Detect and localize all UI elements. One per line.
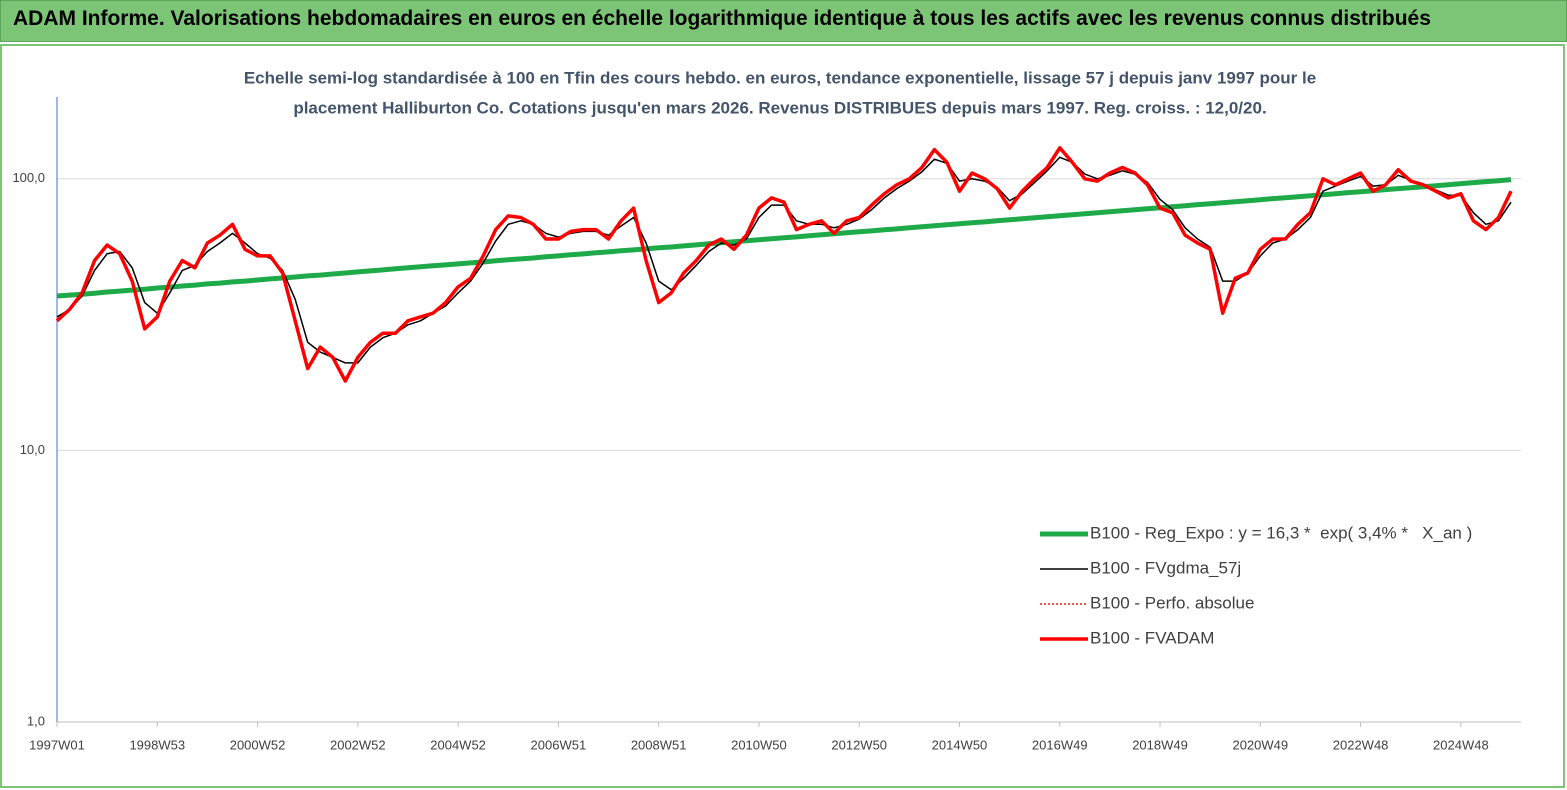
y-tick-label: 10,0 [20, 442, 45, 457]
chart-frame [0, 44, 1565, 788]
chart: Echelle semi-log standardisée à 100 en T… [0, 44, 1565, 788]
x-tick-label: 2000W52 [230, 737, 286, 752]
series-line [55, 146, 1513, 383]
y-tick-label: 1,0 [27, 713, 45, 728]
legend-label: B100 - Perfo. absolue [1090, 593, 1254, 612]
x-tick-label: 2018W49 [1132, 737, 1188, 752]
legend-label: B100 - Reg_Expo : y = 16,3 * exp( 3,4% *… [1090, 523, 1472, 542]
x-tick-label: 2022W48 [1333, 737, 1389, 752]
y-tick-label: 100,0 [12, 170, 45, 185]
x-tick-label: 2016W49 [1032, 737, 1088, 752]
legend-label: B100 - FVADAM [1090, 628, 1214, 647]
x-tick-label: 2010W50 [731, 737, 787, 752]
x-tick-label: 2012W50 [831, 737, 887, 752]
x-tick-label: 2024W48 [1433, 737, 1489, 752]
x-tick-label: 2014W50 [932, 737, 988, 752]
subtitle-line: Echelle semi-log standardisée à 100 en T… [244, 68, 1316, 87]
x-tick-label: 2006W51 [531, 737, 587, 752]
header: ADAM Informe. Valorisations hebdomadaire… [0, 0, 1567, 42]
x-tick-label: 1997W01 [29, 737, 85, 752]
legend-label: B100 - FVgdma_57j [1090, 558, 1241, 577]
x-tick-label: 1998W53 [129, 737, 185, 752]
x-tick-label: 2020W49 [1232, 737, 1288, 752]
header-title: ADAM Informe. Valorisations hebdomadaire… [13, 7, 1431, 30]
x-tick-label: 2008W51 [631, 737, 687, 752]
x-tick-label: 2004W52 [430, 737, 486, 752]
subtitle-line: placement Halliburton Co. Cotations jusq… [293, 98, 1266, 117]
x-tick-label: 2002W52 [330, 737, 386, 752]
series-line [56, 177, 1512, 299]
